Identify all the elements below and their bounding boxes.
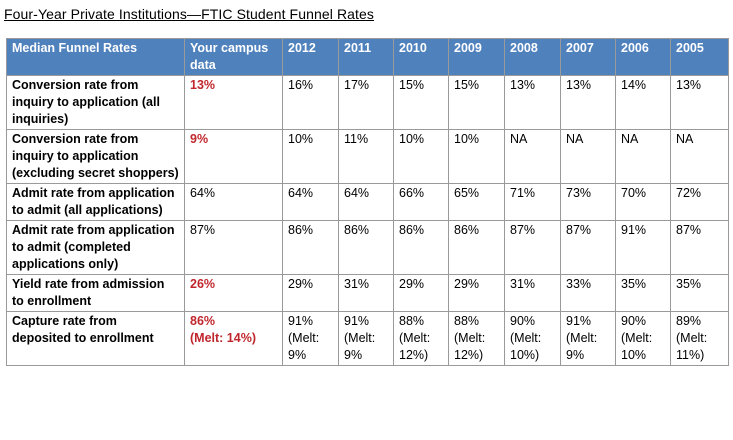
year-value: 15% [393,75,449,130]
campus-value: 86% [190,314,216,328]
melt-note: (Melt: 10%) [510,331,542,362]
year-cell: 88% (Melt: 12%) [393,311,449,366]
year-value: 91% [344,314,370,328]
year-value: 86% [282,220,339,275]
year-value: 65% [448,183,505,221]
year-value: 13% [504,75,561,130]
year-value: 10% [448,129,505,184]
header-year: 2007 [560,38,616,76]
header-row: Median Funnel Rates Your campus data 201… [6,38,729,76]
year-cell: 91% (Melt: 9% [282,311,339,366]
melt-note: (Melt: 11%) [676,331,708,362]
year-value: 16% [282,75,339,130]
year-value: 66% [393,183,449,221]
header-campus: Your campus data [184,38,283,76]
funnel-rates-table: Median Funnel Rates Your campus data 201… [6,38,729,366]
year-value: 91% [615,220,671,275]
year-value: 13% [670,75,729,130]
year-value: 10% [393,129,449,184]
year-value: 91% [288,314,314,328]
table-row: Yield rate from admission to enrollment … [6,274,729,312]
campus-value: 9% [184,129,283,184]
year-value: 87% [560,220,616,275]
table-row: Admit rate from application to admit (co… [6,220,729,275]
year-value: 71% [504,183,561,221]
campus-melt-note: (Melt: 14%) [190,331,256,345]
table-row: Conversion rate from inquiry to applicat… [6,129,729,184]
header-year: 2012 [282,38,339,76]
year-value: 31% [504,274,561,312]
year-value: 29% [448,274,505,312]
melt-note: (Melt: 9% [288,331,320,362]
year-value: 70% [615,183,671,221]
year-value: 86% [338,220,394,275]
metric-label: Yield rate from admission to enrollment [6,274,185,312]
year-value: 17% [338,75,394,130]
metric-label: Conversion rate from inquiry to applicat… [6,75,185,130]
metric-label: Admit rate from application to admit (co… [6,220,185,275]
year-value: 35% [670,274,729,312]
campus-value: 64% [184,183,283,221]
year-value: 90% [510,314,536,328]
melt-note: (Melt: 12%) [399,331,431,362]
year-value: 90% [621,314,647,328]
document-title: Four-Year Private Institutions—FTIC Stud… [4,6,375,22]
year-value: NA [560,129,616,184]
campus-value: 26% [184,274,283,312]
table-row: Capture rate from deposited to enrollmen… [6,311,729,366]
year-value: NA [670,129,729,184]
year-value: 33% [560,274,616,312]
header-year: 2011 [338,38,394,76]
year-value: 10% [282,129,339,184]
year-value: 89% [676,314,702,328]
year-cell: 90% (Melt: 10% [615,311,671,366]
table-row: Conversion rate from inquiry to applicat… [6,75,729,130]
metric-label: Capture rate from deposited to enrollmen… [6,311,185,366]
year-value: 88% [454,314,480,328]
year-value: 35% [615,274,671,312]
header-year: 2009 [448,38,505,76]
melt-note: (Melt: 10% [621,331,653,362]
year-value: 86% [393,220,449,275]
year-cell: 90% (Melt: 10%) [504,311,561,366]
campus-cell: 86% (Melt: 14%) [184,311,283,366]
year-value: 72% [670,183,729,221]
year-value: 91% [566,314,592,328]
year-cell: 89% (Melt: 11%) [670,311,729,366]
year-value: NA [504,129,561,184]
year-value: 29% [282,274,339,312]
year-value: NA [615,129,671,184]
year-value: 31% [338,274,394,312]
year-cell: 91% (Melt: 9% [338,311,394,366]
header-year: 2005 [670,38,729,76]
metric-label: Conversion rate from inquiry to applicat… [6,129,185,184]
year-cell: 91% (Melt: 9% [560,311,616,366]
year-value: 87% [670,220,729,275]
metric-label: Admit rate from application to admit (al… [6,183,185,221]
year-value: 73% [560,183,616,221]
campus-value: 13% [184,75,283,130]
year-value: 15% [448,75,505,130]
campus-value: 87% [184,220,283,275]
year-cell: 88% (Melt: 12%) [448,311,505,366]
header-year: 2006 [615,38,671,76]
melt-note: (Melt: 9% [344,331,376,362]
melt-note: (Melt: 12%) [454,331,486,362]
year-value: 86% [448,220,505,275]
year-value: 13% [560,75,616,130]
header-metric: Median Funnel Rates [6,38,185,76]
year-value: 29% [393,274,449,312]
year-value: 14% [615,75,671,130]
year-value: 88% [399,314,425,328]
year-value: 64% [282,183,339,221]
table-row: Admit rate from application to admit (al… [6,183,729,221]
header-year: 2010 [393,38,449,76]
year-value: 87% [504,220,561,275]
year-value: 64% [338,183,394,221]
year-value: 11% [338,129,394,184]
melt-note: (Melt: 9% [566,331,598,362]
header-year: 2008 [504,38,561,76]
